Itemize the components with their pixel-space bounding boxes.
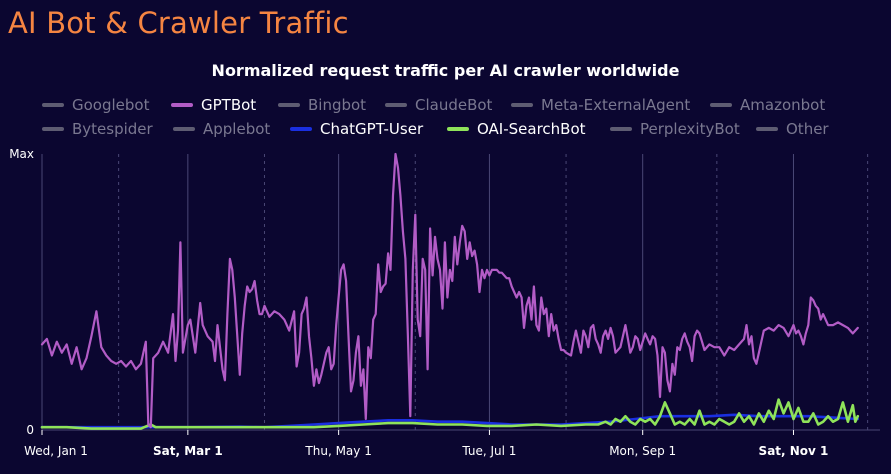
legend-label: Amazonbot: [740, 96, 826, 114]
legend-label: Googlebot: [72, 96, 150, 114]
line-swatch-icon: [278, 103, 300, 107]
legend-item-bytespider[interactable]: Bytespider: [42, 120, 153, 138]
line-swatch-icon: [610, 127, 632, 131]
chart-title: Normalized request traffic per AI crawle…: [211, 61, 680, 80]
legend-label: Other: [786, 120, 829, 138]
x-tick-label: Tue, Jul 1: [461, 444, 516, 458]
legend-item-oai-searchbot[interactable]: OAI-SearchBot: [447, 120, 586, 138]
legend-item-bingbot[interactable]: Bingbot: [278, 96, 366, 114]
y-tick-label-max: Max: [9, 147, 34, 161]
x-tick-label: Wed, Jan 1: [24, 444, 88, 458]
legend-label: Applebot: [203, 120, 271, 138]
x-tick-label: Thu, May 1: [304, 444, 371, 458]
legend-item-claudebot[interactable]: ClaudeBot: [385, 96, 492, 114]
legend-label: Bytespider: [72, 120, 153, 138]
legend-item-other[interactable]: Other: [756, 120, 829, 138]
line-swatch-icon: [290, 127, 312, 131]
line-swatch-icon: [173, 127, 195, 131]
line-swatch-icon: [710, 103, 732, 107]
y-tick-label-zero: 0: [26, 423, 34, 437]
legend-label: ClaudeBot: [415, 96, 493, 114]
legend-item-chatgpt-user[interactable]: ChatGPT-User: [290, 120, 423, 138]
line-swatch-icon: [42, 103, 64, 107]
x-tick-label: Mon, Sep 1: [609, 444, 676, 458]
legend-label: PerplexityBot: [640, 120, 740, 138]
legend-item-gptbot[interactable]: GPTBot: [171, 96, 256, 114]
page-title: AI Bot & Crawler Traffic: [8, 6, 349, 40]
legend-item-applebot[interactable]: Applebot: [173, 120, 270, 138]
line-swatch-icon: [756, 127, 778, 131]
legend-label: GPTBot: [201, 96, 257, 114]
series-line-gptbot: [40, 152, 859, 429]
series-line-oai-searchbot: [40, 398, 860, 430]
legend-label: OAI-SearchBot: [477, 120, 586, 138]
legend-item-meta-externalagent[interactable]: Meta-ExternalAgent: [511, 96, 690, 114]
legend-label: Bingbot: [308, 96, 367, 114]
line-swatch-icon: [447, 127, 469, 131]
x-tick-label: Sat, Mar 1: [153, 444, 223, 458]
x-tick-label: Sat, Nov 1: [759, 444, 829, 458]
legend-label: ChatGPT-User: [320, 120, 424, 138]
line-swatch-icon: [385, 103, 407, 107]
legend-item-googlebot[interactable]: Googlebot: [42, 96, 149, 114]
legend-item-amazonbot[interactable]: Amazonbot: [710, 96, 825, 114]
line-swatch-icon: [171, 103, 193, 107]
line-swatch-icon: [511, 103, 533, 107]
legend-label: Meta-ExternalAgent: [541, 96, 691, 114]
line-swatch-icon: [42, 127, 64, 131]
legend-item-perplexitybot[interactable]: PerplexityBot: [610, 120, 740, 138]
